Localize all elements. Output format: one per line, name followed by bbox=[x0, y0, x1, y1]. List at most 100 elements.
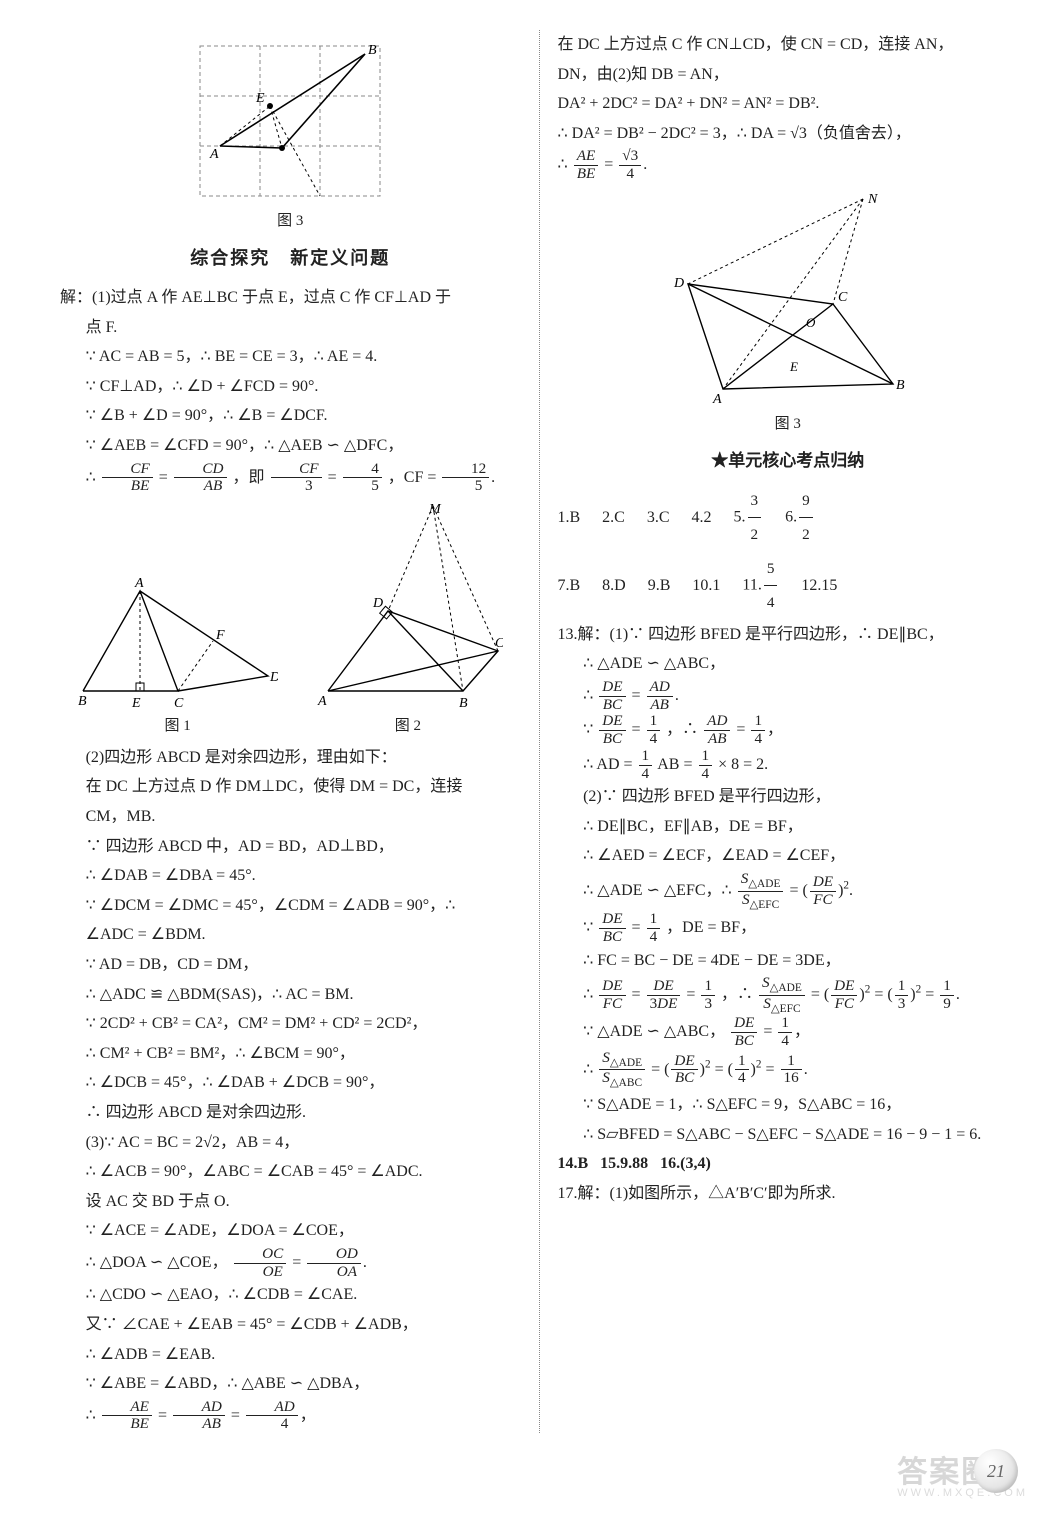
text-fragment: ∴ bbox=[583, 1061, 597, 1078]
ans-16: 16.(3,4) bbox=[660, 1155, 711, 1172]
line: ∵ AD = DB，CD = DM， bbox=[60, 950, 521, 980]
svg-text:A: A bbox=[712, 392, 722, 407]
line: (2)∵ 四边形 BFED 是平行四边形， bbox=[558, 782, 1019, 812]
line: ∴ ∠AED = ∠ECF，∠EAD = ∠CEF， bbox=[558, 841, 1019, 871]
text-fragment: ，DE = BF， bbox=[666, 919, 756, 936]
text-fragment: ∴ AD = bbox=[583, 756, 636, 773]
line: ∴ △ADC ≌ △BDM(SAS)，∴ AC = BM. bbox=[60, 980, 521, 1010]
figure-3-right: N D C O E A B 图 3 bbox=[558, 189, 1019, 439]
line: ∵ △ADE ∽ △ABC， DEBC = 14， bbox=[558, 1015, 1019, 1049]
line: DA² + 2DC² = DA² + DN² = AN² = DB². bbox=[558, 89, 1019, 119]
svg-text:B: B bbox=[896, 378, 905, 393]
line: DN，由(2)知 DB = AN， bbox=[558, 60, 1019, 90]
ans-1: 1.B bbox=[558, 500, 581, 535]
figure-1: A B C D E F 图 1 bbox=[78, 561, 278, 741]
line: 在 DC 上方过点 C 作 CN⊥CD，使 CN = CD，连接 AN， bbox=[558, 30, 1019, 60]
section-heading: 综合探究 新定义问题 bbox=[60, 242, 521, 275]
svg-text:B: B bbox=[459, 696, 468, 711]
text-fragment: AB = bbox=[657, 756, 696, 773]
line: ∴ FC = BC − DE = 4DE − DE = 3DE， bbox=[558, 946, 1019, 976]
line: ∴ △ADE ∽ △EFC，∴ S△ADES△EFC = (DEFC)2. bbox=[558, 871, 1019, 911]
line: (2)四边形 ABCD 是对余四边形，理由如下： bbox=[60, 743, 521, 773]
t: 5. bbox=[734, 509, 746, 526]
text-fragment: ，∴ bbox=[721, 986, 757, 1003]
ans-14: 14.B bbox=[558, 1155, 589, 1172]
svg-text:A: A bbox=[209, 147, 219, 162]
answer-row: 1.B 2.C 3.C 4.2 5.32 6.92 bbox=[558, 484, 1019, 552]
line: ∴ ∠ADB = ∠EAB. bbox=[60, 1340, 521, 1370]
line: ∴ △DOA ∽ △COE， OCOE = ODOA. bbox=[60, 1246, 521, 1280]
svg-text:N: N bbox=[867, 192, 878, 207]
ans-10: 10.1 bbox=[692, 568, 720, 603]
svg-text:D: D bbox=[372, 596, 383, 611]
text-fragment: ∴ bbox=[86, 469, 100, 486]
svg-text:E: E bbox=[131, 696, 141, 711]
line: ∴ S△ADES△ABC = (DEBC)2 = (14)2 = 116. bbox=[558, 1050, 1019, 1090]
line: ∵ DEBC = 14 ，∴ ADAB = 14， bbox=[558, 713, 1019, 747]
text-fragment: ∵ bbox=[583, 721, 597, 738]
figure-1-2-row: A B C D E F 图 1 bbox=[60, 501, 521, 741]
line: ∠ADC = ∠BDM. bbox=[60, 920, 521, 950]
fig3-top-caption: 图 3 bbox=[60, 208, 521, 236]
line: ∴ ∠DAB = ∠DBA = 45°. bbox=[60, 861, 521, 891]
line: ∵ ∠DCM = ∠DMC = 45°，∠CDM = ∠ADB = 90°，∴ bbox=[60, 891, 521, 921]
grid-diagram-svg: A B E bbox=[190, 36, 390, 206]
ans-12: 12.15 bbox=[801, 568, 837, 603]
t: 6. bbox=[785, 509, 797, 526]
line: ∵ CF⊥AD，∴ ∠D + ∠FCD = 90°. bbox=[60, 372, 521, 402]
line: ∵ S△ADE = 1，∴ S△EFC = 9，S△ABC = 16， bbox=[558, 1090, 1019, 1120]
ans-6: 6.92 bbox=[785, 484, 815, 552]
text-fragment: ，即 bbox=[233, 469, 265, 486]
figure-3-top: A B E 图 3 bbox=[60, 36, 521, 236]
right-column: 在 DC 上方过点 C 作 CN⊥CD，使 CN = CD，连接 AN， DN，… bbox=[540, 30, 1019, 1433]
fig2-caption: 图 2 bbox=[313, 713, 503, 741]
line: ∵ AC = AB = 5，∴ BE = CE = 3，∴ AE = 4. bbox=[60, 342, 521, 372]
svg-text:B: B bbox=[368, 43, 377, 58]
svg-text:O: O bbox=[806, 315, 816, 330]
line: ∴ AEBE = √34. bbox=[558, 148, 1019, 182]
svg-text:C: C bbox=[174, 696, 184, 711]
line: 解：(1)过点 A 作 AE⊥BC 于点 E，过点 C 作 CF⊥AD 于 bbox=[60, 283, 521, 313]
fig1-caption: 图 1 bbox=[78, 713, 278, 741]
svg-text:C: C bbox=[838, 290, 848, 305]
line: 13.解：(1)∵ 四边形 BFED 是平行四边形，∴ DE∥BC， bbox=[558, 620, 1019, 650]
two-column-layout: A B E 图 3 综合探究 新定义问题 解：(1)过点 A 作 AE⊥BC 于… bbox=[60, 30, 1018, 1433]
line: (3)∵ AC = BC = 2√2，AB = 4， bbox=[60, 1128, 521, 1158]
line: ∴ △CDO ∽ △EAO，∴ ∠CDB = ∠CAE. bbox=[60, 1280, 521, 1310]
text-fragment: ∴ △ADE ∽ △EFC，∴ bbox=[583, 882, 736, 899]
ans-5: 5.32 bbox=[734, 484, 764, 552]
svg-text:D: D bbox=[673, 276, 684, 291]
text-fragment: ∴ bbox=[583, 687, 597, 704]
line: ∴ DA² = DB² − 2DC² = 3，∴ DA = √3（负值舍去）， bbox=[558, 119, 1019, 149]
line: ∴ △ADE ∽ △ABC， bbox=[558, 649, 1019, 679]
line: ∵ 四边形 ABCD 中，AD = BD，AD⊥BD， bbox=[60, 832, 521, 862]
text-fragment: ∴ △DOA ∽ △COE， bbox=[86, 1254, 228, 1271]
text-fragment: ∵ △ADE ∽ △ABC， bbox=[583, 1023, 725, 1040]
text-fragment: ∴ bbox=[558, 156, 572, 173]
line: ∴ ∠DCB = 45°，∴ ∠DAB + ∠DCB = 90°， bbox=[60, 1068, 521, 1098]
line: ∴ DE∥BC，EF∥AB，DE = BF， bbox=[558, 812, 1019, 842]
ans-8: 8.D bbox=[602, 568, 626, 603]
ans-7: 7.B bbox=[558, 568, 581, 603]
answer-row-2: 7.B 8.D 9.B 10.1 11.54 12.15 bbox=[558, 552, 1019, 620]
svg-text:D: D bbox=[269, 670, 278, 685]
unit-heading: ★单元核心考点归纳 bbox=[558, 445, 1019, 476]
ans-11: 11.54 bbox=[742, 552, 779, 620]
fig3b-caption: 图 3 bbox=[558, 411, 1019, 439]
line: ∵ 2CD² + CB² = CA²，CM² = DM² + CD² = 2CD… bbox=[60, 1009, 521, 1039]
line: ∴ DEBC = ADAB. bbox=[558, 679, 1019, 713]
line: ∵ ∠ACE = ∠ADE，∠DOA = ∠COE， bbox=[60, 1216, 521, 1246]
line: ∴ DEFC = DE3DE = 13 ，∴ S△ADES△EFC = (DEF… bbox=[558, 975, 1019, 1015]
line: ∵ ∠AEB = ∠CFD = 90°，∴ △AEB ∽ △DFC， bbox=[60, 431, 521, 461]
line: ∴ AEBE = ADAB = AD4， bbox=[60, 1399, 521, 1433]
line: 设 AC 交 BD 于点 O. bbox=[60, 1187, 521, 1217]
svg-text:C: C bbox=[495, 636, 503, 651]
text-fragment: ，∴ bbox=[666, 721, 702, 738]
figure-2: M A B C D 图 2 bbox=[313, 501, 503, 741]
svg-text:B: B bbox=[78, 694, 87, 709]
text-fragment: ∴ bbox=[583, 986, 597, 1003]
line: ∵ ∠B + ∠D = 90°，∴ ∠B = ∠DCF. bbox=[60, 401, 521, 431]
svg-text:E: E bbox=[789, 359, 798, 374]
page-root: A B E 图 3 综合探究 新定义问题 解：(1)过点 A 作 AE⊥BC 于… bbox=[0, 0, 1058, 1513]
line: 在 DC 上方过点 D 作 DM⊥DC，使得 DM = DC，连接 bbox=[60, 772, 521, 802]
